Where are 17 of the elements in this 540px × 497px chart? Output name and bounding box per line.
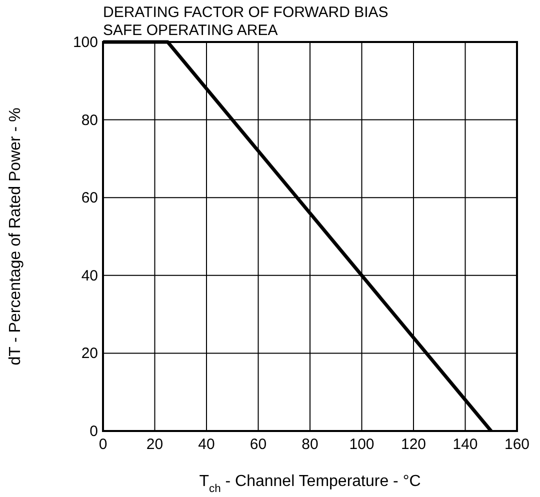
y-tick-label: 60 — [81, 190, 98, 207]
x-tick-label: 100 — [349, 436, 374, 453]
x-tick-label: 80 — [302, 436, 318, 453]
y-tick-label: 100 — [72, 34, 98, 51]
x-tick-label: 40 — [198, 436, 215, 453]
y-tick-label: 40 — [81, 267, 98, 284]
x-tick-label: 140 — [452, 436, 478, 453]
x-tick-label: 60 — [250, 436, 267, 453]
y-tick-label: 20 — [81, 345, 98, 362]
x-tick-label: 20 — [146, 436, 164, 453]
y-tick-label: 0 — [90, 423, 98, 440]
x-tick-label: 120 — [400, 436, 426, 453]
y-axis-title: dT - Percentage of Rated Power - % — [7, 108, 24, 366]
x-axis-title: T$_{ch}$ - Channel Temperature - °C — [199, 473, 421, 495]
y-tick-label: 80 — [81, 112, 98, 129]
x-tick-label: 160 — [504, 436, 530, 453]
chart-title: DERATING FACTOR OF FORWARD BIAS SAFE OPERATING AREA — [103, 4, 388, 39]
